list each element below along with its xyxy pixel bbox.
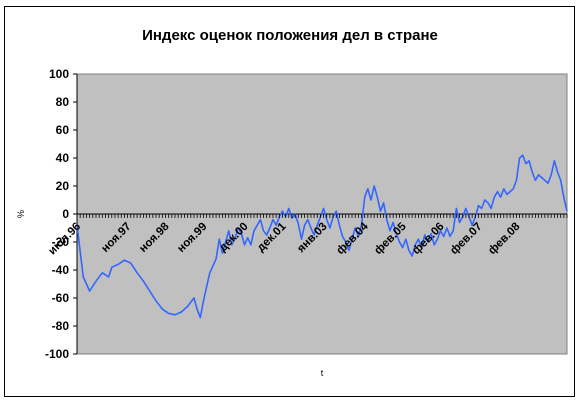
x-axis-label: t <box>321 368 324 378</box>
y-axis-label: % <box>16 210 26 218</box>
y-tick-label: -100 <box>45 347 69 361</box>
chart-title: Индекс оценок положения дел в стране <box>142 27 438 44</box>
y-tick-label: -60 <box>52 291 70 305</box>
y-tick-label: -20 <box>52 235 70 249</box>
plot-area <box>76 73 568 355</box>
line-chart: Индекс оценок положения дел в стране 100… <box>16 27 568 378</box>
chart-frame: Индекс оценок положения дел в стране 100… <box>4 6 575 397</box>
y-tick-label: 0 <box>62 207 69 221</box>
y-tick-label: 60 <box>56 123 70 137</box>
y-tick-label: 20 <box>56 179 70 193</box>
y-tick-label: -40 <box>52 263 70 277</box>
y-tick-label: 40 <box>56 151 70 165</box>
series-line <box>76 154 568 319</box>
y-tick-label: 100 <box>49 67 69 81</box>
y-axis-ticks: 100 80 60 40 20 0 -20 -40 -60 -80 -100 <box>45 67 77 361</box>
y-tick-label: -80 <box>52 319 70 333</box>
y-tick-label: 80 <box>56 95 70 109</box>
